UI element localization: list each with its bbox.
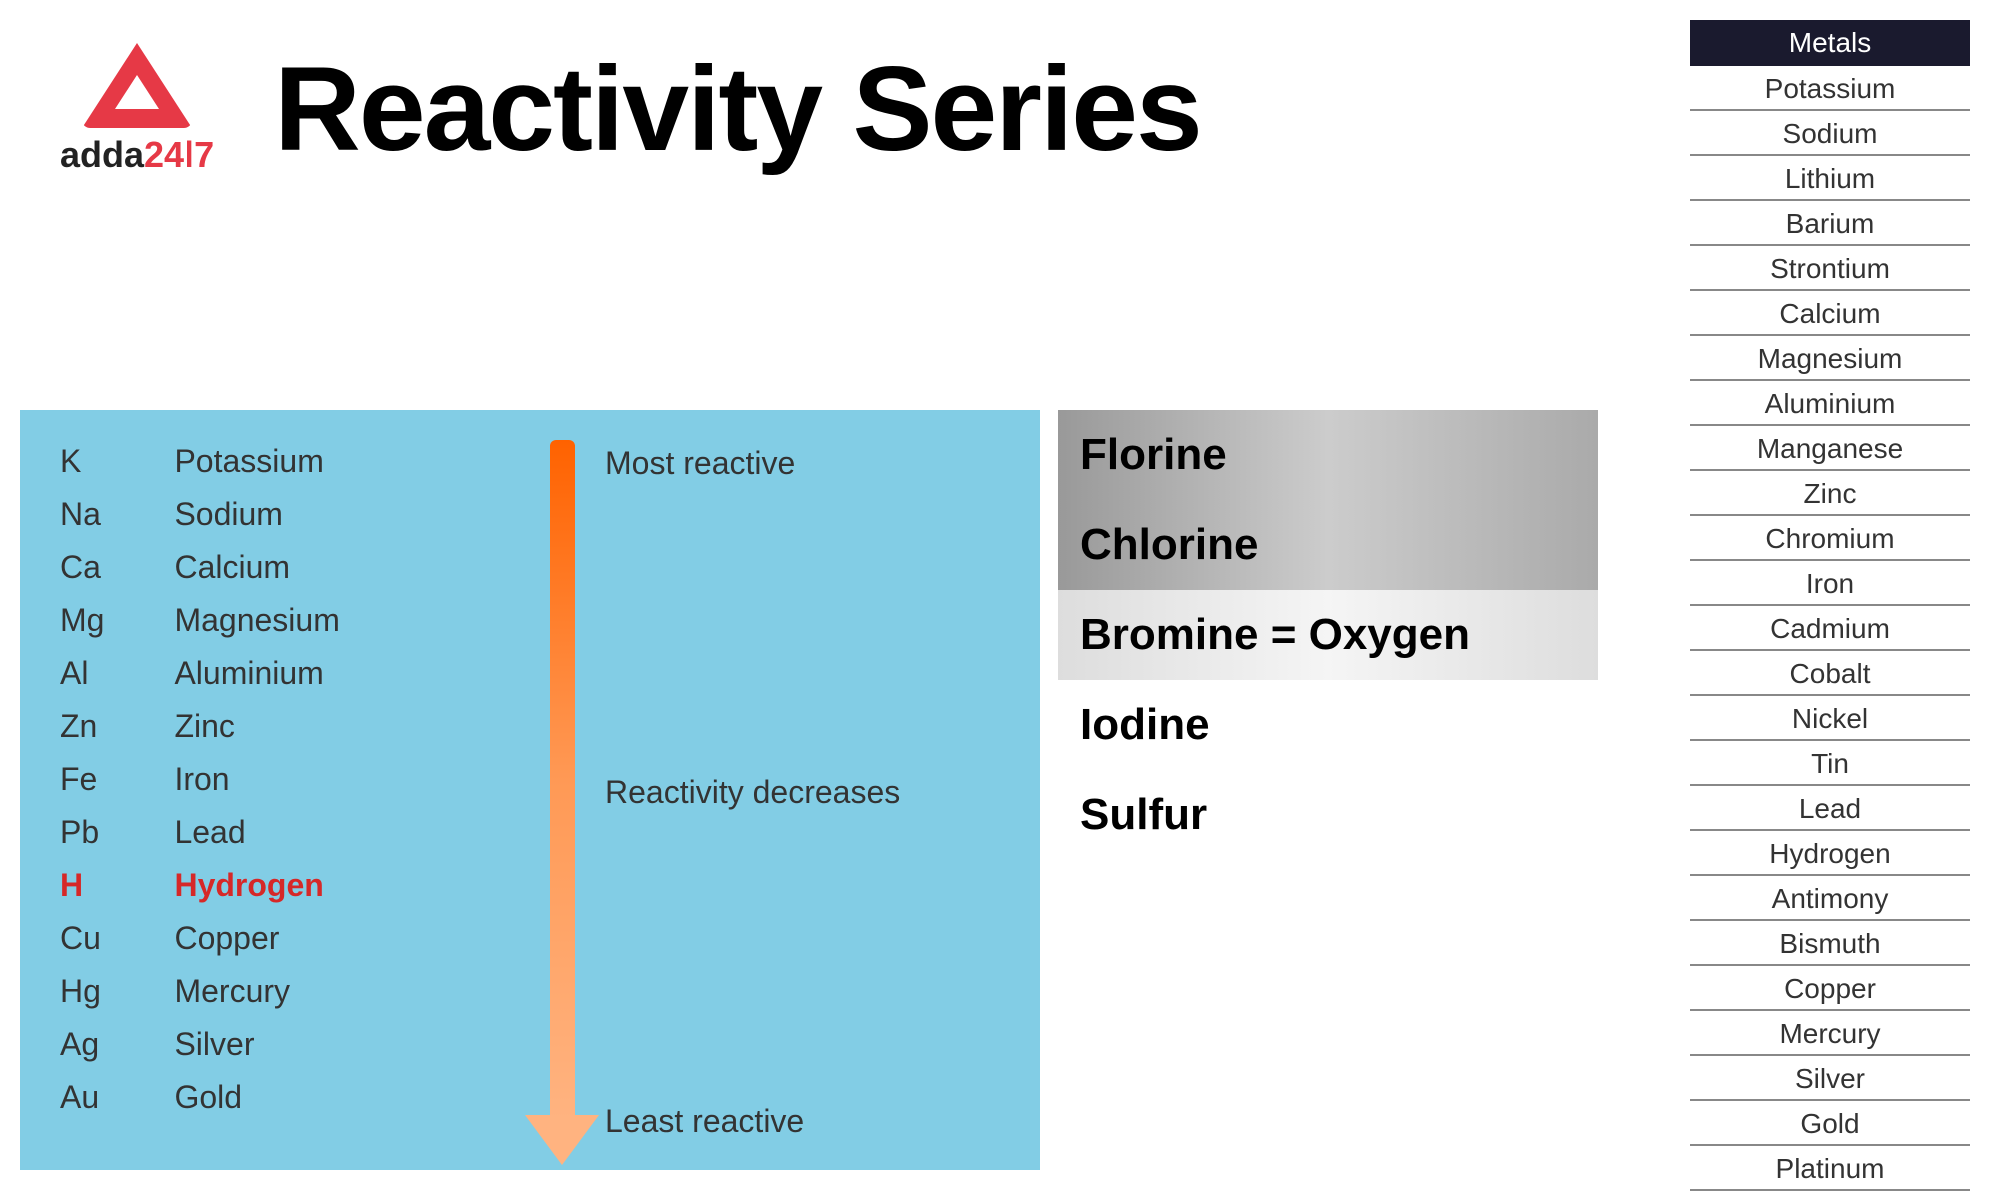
element-symbol: Cu (60, 917, 104, 960)
element-symbol: K (60, 440, 104, 483)
name-column: Potassium Sodium Calcium Magnesium Aluminium… (174, 440, 339, 1119)
element-name: Sodium (174, 493, 339, 536)
arrow-labels: Most reactive Reactivity decreases Least… (605, 440, 900, 1140)
metals-table-row: Tin (1690, 741, 1970, 786)
element-symbol: Al (60, 652, 104, 695)
metals-table-row: Chromium (1690, 516, 1970, 561)
metals-table-row: Bismuth (1690, 921, 1970, 966)
reactivity-arrow-icon (550, 440, 575, 1120)
nonmetal-row: Bromine = Oxygen (1058, 590, 1598, 680)
metals-table-row: Cadmium (1690, 606, 1970, 651)
logo-brand-part2: 24ǀ7 (144, 134, 214, 175)
element-symbol: Au (60, 1076, 104, 1119)
element-name: Copper (174, 917, 339, 960)
metals-table: Metals PotassiumSodiumLithiumBariumStron… (1690, 20, 1970, 1191)
metals-table-header: Metals (1690, 20, 1970, 66)
metals-table-row: Lead (1690, 786, 1970, 831)
element-symbol: Ag (60, 1023, 104, 1066)
label-most-reactive: Most reactive (605, 445, 900, 482)
metals-table-row: Platinum (1690, 1146, 1970, 1191)
element-symbol: Hg (60, 970, 104, 1013)
metals-table-row: Silver (1690, 1056, 1970, 1101)
element-name: Aluminium (174, 652, 339, 695)
metals-table-row: Lithium (1690, 156, 1970, 201)
nonmetal-row: Florine (1058, 410, 1598, 500)
metals-table-row: Sodium (1690, 111, 1970, 156)
metals-table-row: Nickel (1690, 696, 1970, 741)
element-name: Potassium (174, 440, 339, 483)
symbol-column: K Na Ca Mg Al Zn Fe Pb H Cu Hg Ag Au (60, 440, 104, 1119)
metals-table-row: Gold (1690, 1101, 1970, 1146)
logo-triangle-icon (82, 43, 192, 128)
element-name: Calcium (174, 546, 339, 589)
element-name: Silver (174, 1023, 339, 1066)
element-symbol: Fe (60, 758, 104, 801)
brand-logo: adda24ǀ7 (60, 43, 214, 176)
metals-table-row: Hydrogen (1690, 831, 1970, 876)
nonmetal-row: Sulfur (1058, 770, 1598, 860)
metals-table-row: Potassium (1690, 66, 1970, 111)
element-symbol: Mg (60, 599, 104, 642)
metals-table-row: Barium (1690, 201, 1970, 246)
element-symbol: Zn (60, 705, 104, 748)
element-symbol: Na (60, 493, 104, 536)
metals-table-row: Iron (1690, 561, 1970, 606)
nonmetal-row: Iodine (1058, 680, 1598, 770)
element-symbol: H (60, 864, 104, 907)
element-symbol: Pb (60, 811, 104, 854)
element-name: Zinc (174, 705, 339, 748)
element-symbol: Ca (60, 546, 104, 589)
arrow-container: Most reactive Reactivity decreases Least… (550, 440, 900, 1140)
metals-table-row: Manganese (1690, 426, 1970, 471)
metals-table-body: PotassiumSodiumLithiumBariumStrontiumCal… (1690, 66, 1970, 1191)
metals-table-row: Copper (1690, 966, 1970, 1011)
element-name: Mercury (174, 970, 339, 1013)
logo-text: adda24ǀ7 (60, 134, 214, 176)
nonmetals-panel: FlorineChlorineBromine = OxygenIodineSul… (1058, 410, 1598, 1170)
element-name: Iron (174, 758, 339, 801)
label-least-reactive: Least reactive (605, 1103, 900, 1140)
metals-table-row: Aluminium (1690, 381, 1970, 426)
metals-table-row: Mercury (1690, 1011, 1970, 1056)
logo-brand-part1: adda (60, 134, 144, 175)
metals-table-row: Cobalt (1690, 651, 1970, 696)
element-name: Gold (174, 1076, 339, 1119)
label-reactivity-decreases: Reactivity decreases (605, 774, 900, 811)
metals-table-row: Zinc (1690, 471, 1970, 516)
metals-table-row: Magnesium (1690, 336, 1970, 381)
metals-table-row: Antimony (1690, 876, 1970, 921)
element-name: Magnesium (174, 599, 339, 642)
metals-table-row: Calcium (1690, 291, 1970, 336)
content-area: K Na Ca Mg Al Zn Fe Pb H Cu Hg Ag Au Potassium Sodium… (20, 410, 1598, 1170)
reactivity-panel: K Na Ca Mg Al Zn Fe Pb H Cu Hg Ag Au Potassium Sodium… (20, 410, 1040, 1170)
element-name: Lead (174, 811, 339, 854)
element-name: Hydrogen (174, 864, 339, 907)
page-title: Reactivity Series (274, 40, 1201, 178)
nonmetal-row: Chlorine (1058, 500, 1598, 590)
metals-table-row: Strontium (1690, 246, 1970, 291)
